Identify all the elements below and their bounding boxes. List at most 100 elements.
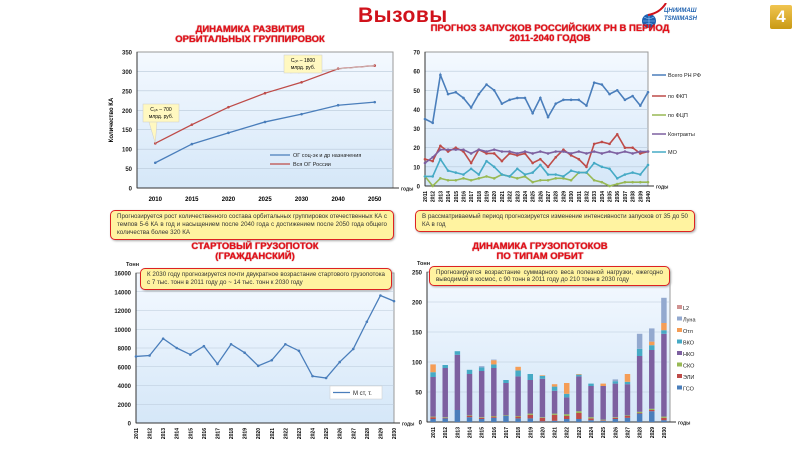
y-tick-label: 50	[125, 167, 132, 173]
data-point	[508, 152, 511, 155]
y-tick-label: 10000	[114, 328, 131, 334]
x-tick-label: 2015	[480, 427, 486, 438]
bar-segment-ГСО	[466, 417, 473, 422]
x-tick-label: 2014	[175, 428, 181, 439]
data-point	[469, 106, 473, 109]
bar-segment-НКО	[576, 376, 582, 412]
bar-segment-ВКО	[661, 330, 667, 334]
data-point	[263, 91, 267, 95]
x-tick-label: 2020	[222, 197, 236, 203]
data-point	[600, 165, 604, 169]
x-tick-label: 2021	[553, 427, 559, 438]
bar-segment-Луна	[649, 328, 655, 342]
x-tick-label: 2028	[638, 427, 644, 438]
bar-segment-ЭЛИ	[551, 414, 558, 421]
bar-segment-НКО	[527, 380, 534, 414]
data-point	[554, 155, 558, 159]
bar-segment-ВКО	[563, 393, 570, 398]
data-point	[585, 104, 588, 107]
data-point	[263, 120, 267, 124]
data-point	[431, 175, 434, 178]
bar-segment-НКО	[454, 354, 461, 410]
callout-text: млрд. руб.	[291, 65, 315, 71]
x-tick-label: 2018	[477, 191, 483, 202]
data-point	[539, 150, 542, 153]
data-point	[492, 165, 496, 169]
bar-segment-ГСО	[576, 419, 582, 422]
bar-segment-ВКО	[515, 370, 521, 377]
data-point	[485, 159, 488, 163]
bar-segment-СКО	[515, 416, 521, 417]
data-point	[446, 150, 450, 153]
y-tick-label: 30	[413, 127, 420, 133]
bar-segment-СКО	[624, 415, 631, 416]
data-point	[592, 81, 596, 84]
x-tick-label: 2015	[454, 191, 460, 202]
x-tick-label: 2017	[469, 191, 475, 202]
data-point	[469, 167, 473, 171]
x-tick-label: 2024	[311, 428, 317, 439]
data-point	[546, 173, 550, 176]
data-point	[462, 96, 465, 100]
legend-label: Всего РН РФ	[668, 73, 701, 79]
bar-segment-ЭЛИ	[515, 416, 521, 419]
x-axis-label: годы	[402, 422, 414, 428]
bar-segment-Отл	[661, 323, 667, 331]
y-tick-label: 10	[413, 165, 420, 171]
data-point	[531, 161, 534, 165]
callout-text: Cₒₕ – 1800	[291, 58, 315, 64]
legend-swatch	[677, 316, 682, 321]
legend-label: L2	[683, 306, 689, 312]
data-point	[454, 171, 458, 174]
x-tick-label: 2037	[623, 191, 629, 202]
x-tick-label: 2011	[134, 428, 140, 439]
legend-label: НКО	[683, 352, 695, 358]
data-point	[462, 148, 465, 151]
data-point	[216, 362, 219, 366]
data-point	[431, 184, 434, 188]
data-point	[227, 105, 230, 109]
data-point	[351, 347, 355, 351]
data-point	[500, 150, 504, 153]
bar-segment-СКО	[503, 415, 509, 416]
x-tick-label: 2034	[600, 191, 606, 202]
data-point	[639, 180, 642, 184]
bar-segment-СКО	[600, 419, 606, 421]
data-point	[515, 167, 519, 171]
x-tick-label: 2017	[215, 428, 221, 439]
bar-segment-ЭЛИ	[442, 417, 448, 419]
data-point	[646, 150, 650, 153]
data-point	[539, 157, 542, 161]
data-point	[227, 131, 230, 135]
bar-segment-ВКО	[442, 365, 448, 368]
legend-swatch	[677, 385, 682, 390]
bar-segment-ГСО	[503, 416, 509, 422]
bar-segment-СКО	[649, 408, 655, 410]
data-point	[592, 178, 596, 182]
series-line-Всего РН РФ	[424, 71, 649, 125]
x-tick-label: 2022	[508, 191, 514, 202]
legend-label: по ФКП	[668, 94, 687, 100]
y-tick-label: 50	[413, 89, 420, 95]
legend-box	[329, 385, 383, 400]
data-point	[531, 180, 534, 184]
x-tick-label: 2030	[392, 428, 398, 439]
chart3-note: К 2030 году прогнозируется почти двукрат…	[140, 268, 392, 290]
x-tick-label: 2014	[468, 427, 474, 438]
y-axis-label: Тонн	[126, 262, 139, 268]
x-tick-label: 2010	[149, 197, 163, 203]
data-point	[190, 123, 194, 126]
data-point	[623, 146, 627, 150]
y-tick-label: 20	[413, 146, 420, 152]
bar-segment-НКО	[478, 371, 485, 418]
data-point	[500, 102, 504, 105]
data-point	[431, 159, 434, 163]
y-tick-label: 150	[122, 128, 133, 134]
y-tick-label: 250	[122, 89, 133, 95]
data-point	[623, 150, 627, 153]
x-tick-label: 2022	[565, 427, 571, 438]
legend-label: Отл	[683, 329, 693, 335]
data-point	[515, 177, 519, 180]
y-tick-label: 0	[419, 421, 423, 427]
data-point	[365, 320, 369, 324]
